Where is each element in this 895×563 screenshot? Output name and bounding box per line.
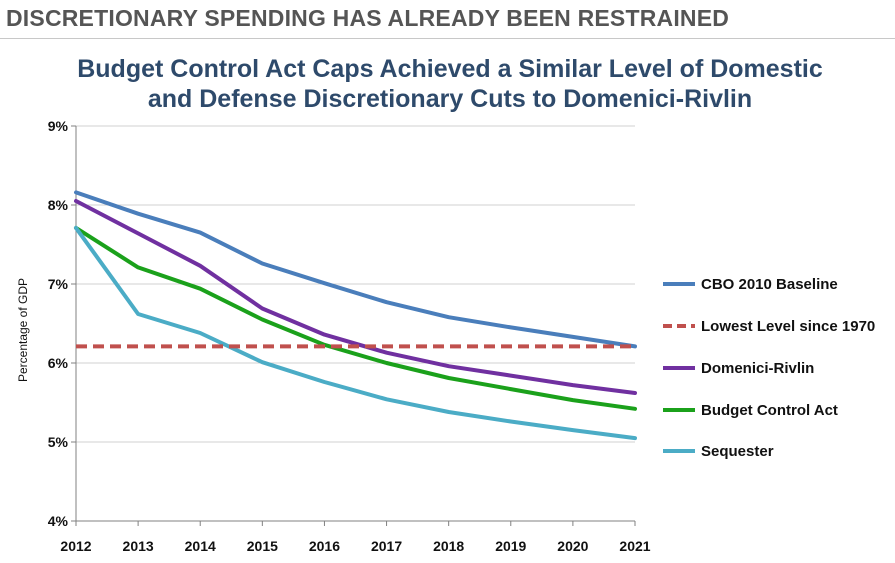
legend-label: Domenici-Rivlin bbox=[701, 360, 814, 377]
x-tick-label: 2016 bbox=[309, 538, 340, 554]
series-line-cbo-2010-baseline bbox=[74, 190, 637, 349]
x-tick-labels: 2012 2013 2014 2015 2016 2017 2018 2019 2020 2021 bbox=[60, 538, 650, 554]
series-line-domenici-rivlin bbox=[74, 199, 637, 395]
series-lines bbox=[74, 190, 637, 441]
x-tick-label: 2013 bbox=[123, 538, 154, 554]
slide-header-text: DISCRETIONARY SPENDING HAS ALREADY BEEN … bbox=[6, 5, 730, 31]
slide-header: DISCRETIONARY SPENDING HAS ALREADY BEEN … bbox=[0, 0, 895, 39]
y-tick-label: 9% bbox=[48, 118, 69, 134]
x-tick-label: 2015 bbox=[247, 538, 278, 554]
x-tick-label: 2021 bbox=[619, 538, 650, 554]
x-tick-label: 2019 bbox=[495, 538, 526, 554]
legend-label: CBO 2010 Baseline bbox=[701, 276, 838, 293]
x-tick-label: 2018 bbox=[433, 538, 464, 554]
y-tick-label: 4% bbox=[48, 513, 69, 529]
x-tick-label: 2020 bbox=[557, 538, 588, 554]
x-tick-label: 2014 bbox=[185, 538, 216, 554]
chart-title-line-1: Budget Control Act Caps Achieved a Simil… bbox=[77, 55, 823, 83]
legend-label: Budget Control Act bbox=[701, 402, 838, 419]
y-axis-label: Percentage of GDP bbox=[16, 278, 30, 382]
legend: CBO 2010 Baseline Lowest Level since 1970… bbox=[663, 276, 875, 460]
series-line-budget-control-act bbox=[74, 225, 637, 411]
axes bbox=[71, 125, 636, 526]
y-tick-label: 8% bbox=[48, 197, 69, 213]
y-tick-labels: 4% 5% 6% 7% 8% 9% bbox=[48, 118, 69, 529]
y-tick-label: 6% bbox=[48, 355, 69, 371]
y-tick-label: 7% bbox=[48, 276, 69, 292]
legend-label: Sequester bbox=[701, 443, 774, 460]
y-tick-label: 5% bbox=[48, 434, 69, 450]
gridlines bbox=[76, 125, 635, 443]
series-line-sequester bbox=[74, 225, 637, 441]
chart-title-line-2: and Defense Discretionary Cuts to Domeni… bbox=[147, 85, 753, 113]
legend-label: Lowest Level since 1970 bbox=[701, 318, 875, 335]
x-tick-label: 2012 bbox=[60, 538, 91, 554]
chart-title: Budget Control Act Caps Achieved a Simil… bbox=[20, 54, 880, 114]
x-tick-label: 2017 bbox=[371, 538, 402, 554]
